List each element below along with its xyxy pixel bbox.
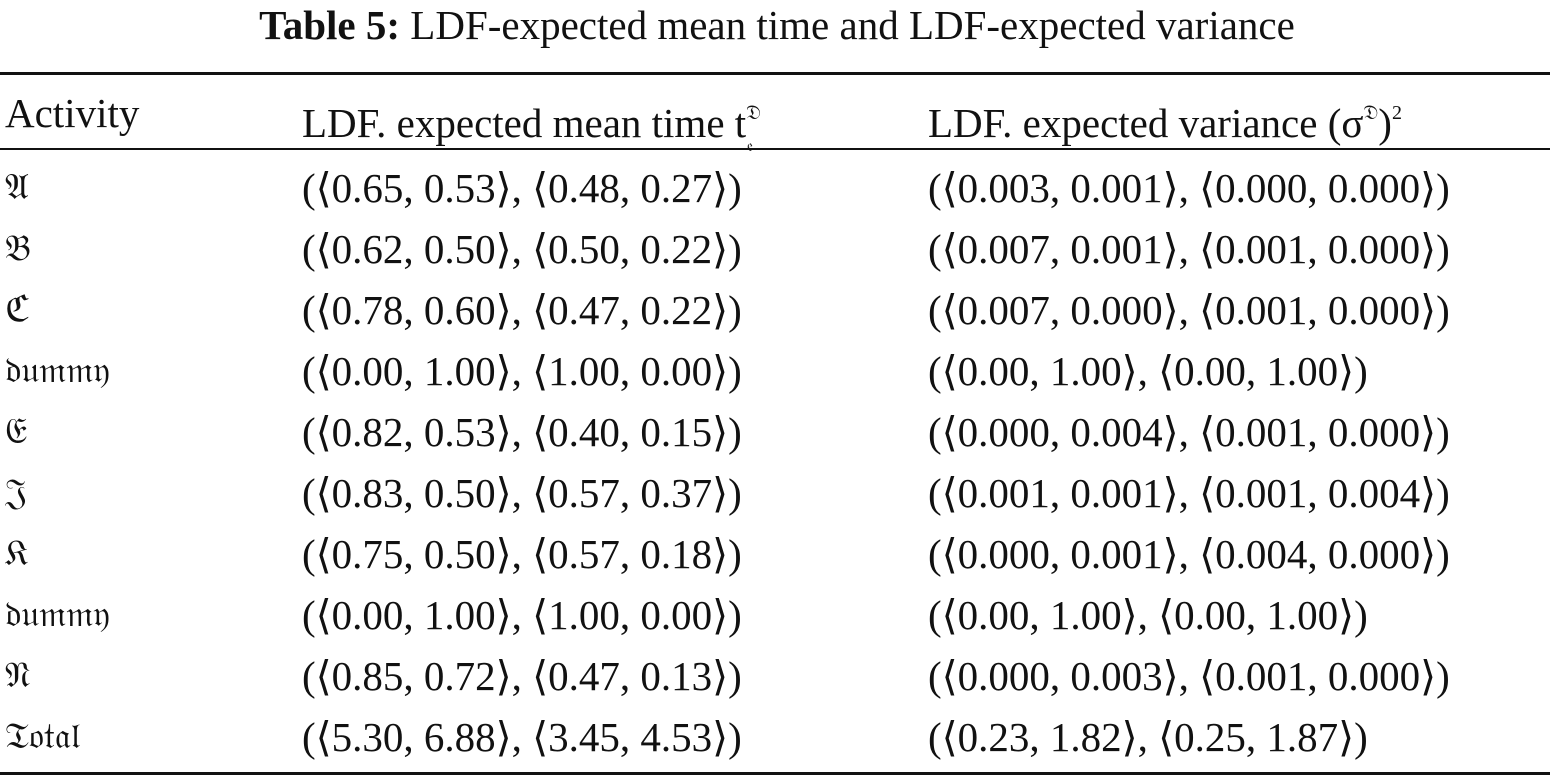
- table-caption: Table 5: LDF-expected mean time and LDF-…: [0, 0, 1554, 50]
- value-cell: (⟨0.62, 0.50⟩, ⟨0.50, 0.22⟩): [302, 226, 742, 272]
- value-cell: (⟨0.78, 0.60⟩, ⟨0.47, 0.22⟩): [302, 287, 742, 333]
- value-cell: (⟨0.001, 0.001⟩, ⟨0.001, 0.004⟩): [928, 470, 1450, 516]
- activity-cell: 𝔍: [5, 472, 28, 513]
- header-text: ): [1378, 100, 1392, 146]
- activity-cell: 𝔄: [5, 167, 29, 208]
- activity-cell: 𝔗𝔬𝔱𝔞𝔩: [5, 716, 80, 757]
- header-power: 2: [1391, 102, 1402, 124]
- activity-cell: ℭ: [5, 289, 31, 330]
- mid-rule: [0, 148, 1550, 150]
- header-text: LDF. expected variance (σ: [928, 100, 1364, 146]
- header-sup: 𝔇: [1363, 102, 1379, 124]
- activity-cell: 𝔑: [5, 655, 31, 696]
- top-rule: [0, 72, 1550, 75]
- value-cell: (⟨0.82, 0.53⟩, ⟨0.40, 0.15⟩): [302, 409, 742, 455]
- value-cell: (⟨0.000, 0.003⟩, ⟨0.001, 0.000⟩): [928, 653, 1450, 699]
- header-sub: 𝔢: [747, 138, 754, 155]
- value-cell: (⟨0.85, 0.72⟩, ⟨0.47, 0.13⟩): [302, 653, 742, 699]
- value-cell: (⟨0.65, 0.53⟩, ⟨0.48, 0.27⟩): [302, 165, 742, 211]
- header-text: LDF. expected mean time t: [302, 100, 747, 146]
- activity-cell: 𝔡𝔲𝔪𝔪𝔶: [5, 350, 110, 391]
- value-cell: (⟨5.30, 6.88⟩, ⟨3.45, 4.53⟩): [302, 714, 742, 760]
- value-cell: (⟨0.00, 1.00⟩, ⟨0.00, 1.00⟩): [928, 348, 1368, 394]
- header-cell: Activity: [5, 90, 140, 136]
- value-cell: (⟨0.000, 0.004⟩, ⟨0.001, 0.000⟩): [928, 409, 1450, 455]
- value-cell: (⟨0.007, 0.001⟩, ⟨0.001, 0.000⟩): [928, 226, 1450, 272]
- value-cell: (⟨0.00, 1.00⟩, ⟨1.00, 0.00⟩): [302, 348, 742, 394]
- value-cell: (⟨0.83, 0.50⟩, ⟨0.57, 0.37⟩): [302, 470, 742, 516]
- caption-text: LDF-expected mean time and LDF-expected …: [410, 2, 1295, 48]
- header-cell: LDF. expected mean time t𝔇𝔢: [302, 88, 767, 158]
- caption-label: Table 5:: [259, 2, 401, 48]
- activity-cell: 𝔈: [5, 411, 28, 452]
- activity-cell: 𝔅: [5, 228, 31, 269]
- header-cell: LDF. expected variance (σ𝔇)2: [928, 88, 1402, 148]
- activity-cell: 𝔎: [5, 533, 29, 574]
- value-cell: (⟨0.00, 1.00⟩, ⟨0.00, 1.00⟩): [928, 592, 1368, 638]
- activity-cell: 𝔡𝔲𝔪𝔪𝔶: [5, 594, 110, 635]
- value-cell: (⟨0.00, 1.00⟩, ⟨1.00, 0.00⟩): [302, 592, 742, 638]
- value-cell: (⟨0.000, 0.001⟩, ⟨0.004, 0.000⟩): [928, 531, 1450, 577]
- value-cell: (⟨0.007, 0.000⟩, ⟨0.001, 0.000⟩): [928, 287, 1450, 333]
- value-cell: (⟨0.003, 0.001⟩, ⟨0.000, 0.000⟩): [928, 165, 1450, 211]
- bottom-rule: [0, 772, 1550, 775]
- value-cell: (⟨0.75, 0.50⟩, ⟨0.57, 0.18⟩): [302, 531, 742, 577]
- value-cell: (⟨0.23, 1.82⟩, ⟨0.25, 1.87⟩): [928, 714, 1368, 760]
- header-sup: 𝔇: [746, 102, 761, 124]
